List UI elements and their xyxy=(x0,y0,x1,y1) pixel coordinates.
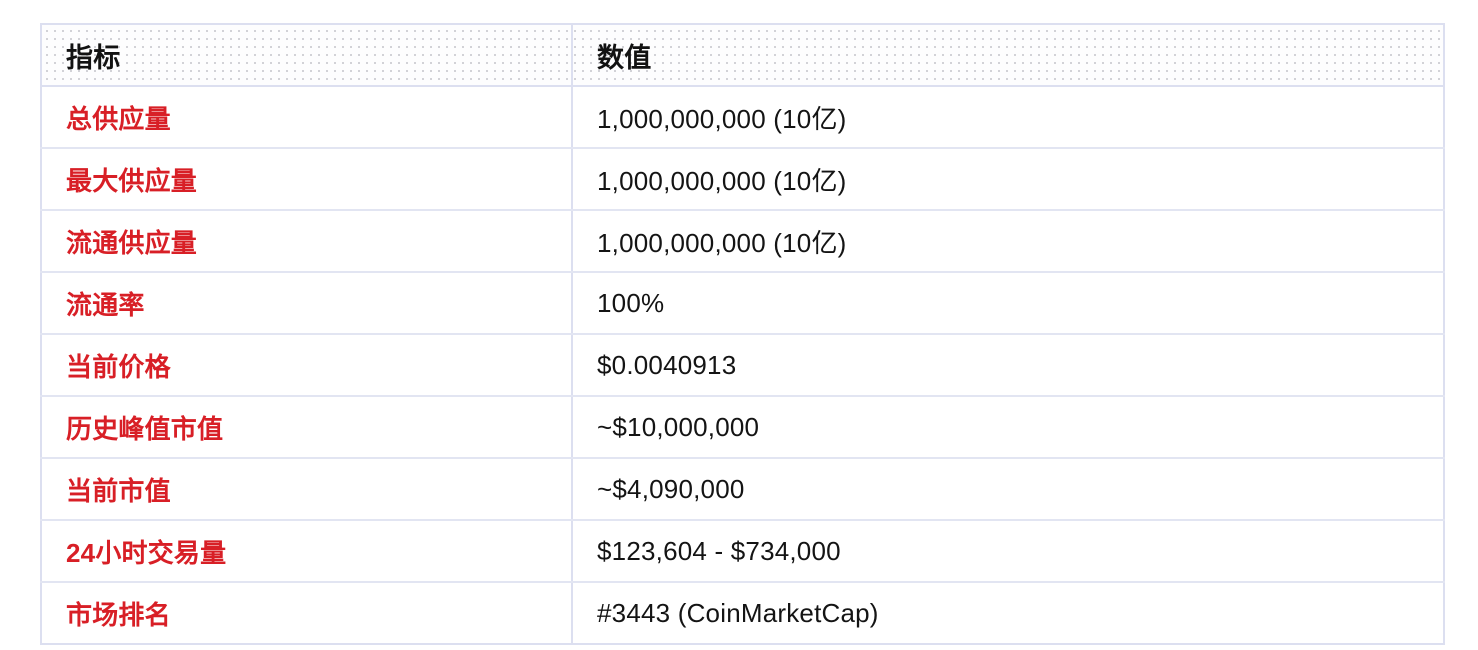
metric-label: 当前价格 xyxy=(41,334,572,397)
table-row: 总供应量 1,000,000,000 (10亿) xyxy=(41,86,1444,149)
metric-value: 100% xyxy=(571,272,1444,335)
metric-value: 1,000,000,000 (10亿) xyxy=(571,148,1444,211)
metrics-table: 指标 数值 总供应量 1,000,000,000 (10亿) 最大供应量 1,000,… xyxy=(40,23,1445,645)
metric-value: #3443 (CoinMarketCap) xyxy=(571,582,1444,644)
table-header: 指标 数值 xyxy=(41,24,1444,87)
table-row: 流通率 100% xyxy=(41,272,1444,335)
table-row: 当前市值 ~$4,090,000 xyxy=(41,458,1444,521)
metric-value: ~$4,090,000 xyxy=(571,458,1444,521)
table-row: 最大供应量 1,000,000,000 (10亿) xyxy=(41,148,1444,211)
metric-value: 1,000,000,000 (10亿) xyxy=(571,86,1444,149)
metric-label: 24小时交易量 xyxy=(41,520,572,583)
metric-value: ~$10,000,000 xyxy=(571,396,1444,459)
column-header-value: 数值 xyxy=(571,24,1444,87)
metric-label: 总供应量 xyxy=(41,86,572,149)
metric-label: 历史峰值市值 xyxy=(41,396,572,459)
metric-label: 流通率 xyxy=(41,272,572,335)
column-header-metric: 指标 xyxy=(41,24,572,87)
table-row: 市场排名 #3443 (CoinMarketCap) xyxy=(41,582,1444,644)
metric-value: $123,604 - $734,000 xyxy=(571,520,1444,583)
table-row: 流通供应量 1,000,000,000 (10亿) xyxy=(41,210,1444,273)
metric-label: 最大供应量 xyxy=(41,148,572,211)
metric-label: 市场排名 xyxy=(41,582,572,644)
table-row: 历史峰值市值 ~$10,000,000 xyxy=(41,396,1444,459)
table-row: 24小时交易量 $123,604 - $734,000 xyxy=(41,520,1444,583)
metric-label: 流通供应量 xyxy=(41,210,572,273)
metric-label: 当前市值 xyxy=(41,458,572,521)
table-body: 总供应量 1,000,000,000 (10亿) 最大供应量 1,000,000,00… xyxy=(41,86,1444,644)
metrics-table-container: 指标 数值 总供应量 1,000,000,000 (10亿) 最大供应量 1,000,… xyxy=(40,23,1445,645)
metric-value: $0.0040913 xyxy=(571,334,1444,397)
metric-value: 1,000,000,000 (10亿) xyxy=(571,210,1444,273)
table-row: 当前价格 $0.0040913 xyxy=(41,334,1444,397)
table-header-row: 指标 数值 xyxy=(41,24,1444,87)
